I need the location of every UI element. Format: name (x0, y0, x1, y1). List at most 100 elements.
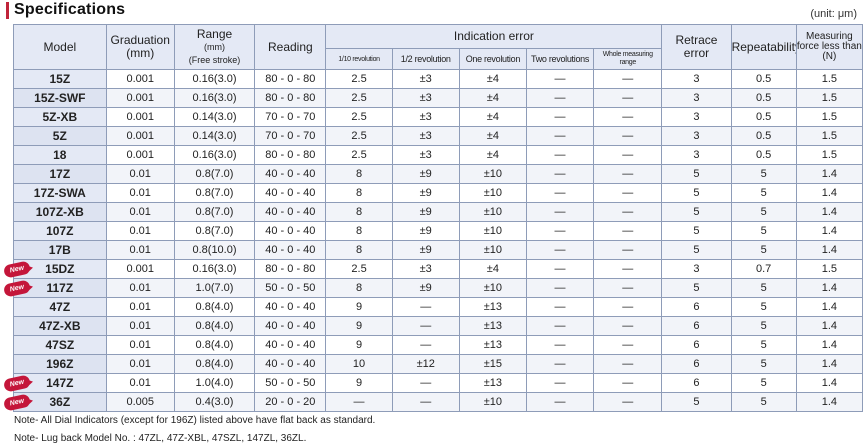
reading-cell: 50 - 0 - 50 (254, 373, 327, 393)
whole-range-cell: — (593, 202, 663, 222)
graduation-cell: 0.01 (105, 297, 175, 317)
model-cell: 18 (13, 145, 107, 165)
two-rev-cell: — (525, 316, 595, 336)
model-cell: 47Z-XB (13, 316, 107, 336)
tenth-rev-cell: 2.5 (325, 69, 393, 89)
graduation-cell: 0.001 (105, 69, 175, 89)
tenth-rev-cell: 10 (325, 354, 393, 374)
whole-range-cell: — (593, 183, 663, 203)
half-rev-cell: — (391, 316, 460, 336)
section-header: Specifications (unit: μm) (0, 0, 865, 22)
two-rev-cell: — (525, 354, 595, 374)
half-rev-cell: ±3 (391, 69, 460, 89)
range-value: 0.16 (192, 73, 214, 85)
retrace-cell: 6 (661, 297, 732, 317)
free-stroke-value: (3.0) (213, 111, 237, 123)
reading-cell: 40 - 0 - 40 (254, 297, 327, 317)
whole-range-cell: — (593, 69, 663, 89)
free-stroke-value: (3.0) (213, 149, 237, 161)
table-row: 17B 0.01 0.8(10.0) 40 - 0 - 40 8 ±9 ±10— —5 5 1.4 (13, 240, 864, 260)
header-measuring-force: Measuring force less than (N) (795, 24, 864, 70)
half-rev-cell: — (391, 392, 460, 412)
graduation-cell: 0.01 (105, 221, 175, 241)
range-cell: 0.16(3.0) (173, 145, 256, 165)
tenth-rev-cell: 8 (325, 164, 393, 184)
header-half-revolution: 1/2 revolution (391, 48, 460, 70)
two-rev-cell: — (525, 202, 595, 222)
one-rev-cell: ±10 (458, 240, 527, 260)
range-cell: 0.8(4.0) (173, 354, 256, 374)
header-one-revolution: One revolution (458, 48, 527, 70)
graduation-cell: 0.01 (105, 373, 175, 393)
retrace-cell: 3 (661, 69, 732, 89)
header-reading: Reading (254, 24, 327, 70)
two-rev-cell: — (525, 297, 595, 317)
one-rev-cell: ±13 (458, 297, 527, 317)
one-rev-cell: ±13 (458, 373, 527, 393)
repeatability-cell: 5 (730, 392, 797, 412)
model-cell: 196Z (13, 354, 107, 374)
range-cell: 0.8(10.0) (173, 240, 256, 260)
model-cell: 5Z (13, 126, 107, 146)
range-cell: 0.8(7.0) (173, 221, 256, 241)
reading-cell: 40 - 0 - 40 (254, 240, 327, 260)
half-rev-cell: ±12 (391, 354, 460, 374)
repeatability-cell: 5 (730, 354, 797, 374)
whole-range-cell: — (593, 164, 663, 184)
one-rev-cell: ±4 (458, 88, 527, 108)
header-whole-measuring-range: Whole measuring range (593, 48, 663, 70)
half-rev-cell: ±9 (391, 240, 460, 260)
range-value: 0.8 (195, 225, 211, 237)
model-cell: 107Z-XB (13, 202, 107, 222)
half-rev-cell: ±3 (391, 107, 460, 127)
free-stroke-value: (10.0) (207, 244, 237, 256)
graduation-cell: 0.01 (105, 240, 175, 260)
free-stroke-value: (3.0) (213, 263, 237, 275)
reading-cell: 70 - 0 - 70 (254, 107, 327, 127)
force-cell: 1.4 (795, 316, 864, 336)
whole-range-cell: — (593, 221, 663, 241)
reading-cell: 40 - 0 - 40 (254, 202, 327, 222)
half-rev-cell: ±3 (391, 259, 460, 279)
half-rev-cell: ±9 (391, 221, 460, 241)
graduation-cell: 0.001 (105, 88, 175, 108)
half-rev-cell: ±3 (391, 145, 460, 165)
table-row: 5Z 0.001 0.14(3.0) 70 - 0 - 70 2.5 ±3 ±4— —3 0.5… (13, 126, 864, 146)
range-value: 0.14 (192, 130, 214, 142)
whole-range-cell: — (593, 392, 663, 412)
repeatability-cell: 0.5 (730, 145, 797, 165)
range-value: 0.16 (192, 149, 214, 161)
reading-cell: 20 - 0 - 20 (254, 392, 327, 412)
half-rev-cell: — (391, 373, 460, 393)
reading-cell: 70 - 0 - 70 (254, 126, 327, 146)
range-cell: 0.16(3.0) (173, 69, 256, 89)
force-cell: 1.4 (795, 335, 864, 355)
retrace-cell: 6 (661, 335, 732, 355)
reading-cell: 40 - 0 - 40 (254, 316, 327, 336)
whole-range-cell: — (593, 88, 663, 108)
two-rev-cell: — (525, 335, 595, 355)
repeatability-cell: 5 (730, 297, 797, 317)
table-row: 107Z 0.01 0.8(7.0) 40 - 0 - 40 8 ±9 ±10— —5 5 1.4 (13, 221, 864, 241)
free-stroke-value: (3.0) (210, 396, 234, 408)
two-rev-cell: — (525, 259, 595, 279)
graduation-cell: 0.01 (105, 202, 175, 222)
half-rev-cell: ±9 (391, 278, 460, 298)
force-cell: 1.5 (795, 88, 864, 108)
table-row: 47SZ 0.01 0.8(4.0) 40 - 0 - 40 9— ±13— —6 5 1.4 (13, 335, 864, 355)
graduation-cell: 0.001 (105, 126, 175, 146)
one-rev-cell: ±4 (458, 126, 527, 146)
retrace-cell: 3 (661, 126, 732, 146)
range-value: 0.8 (195, 358, 211, 370)
two-rev-cell: — (525, 221, 595, 241)
specifications-table: Model Graduation (mm) Range (mm) (Free stro… (13, 24, 864, 412)
retrace-cell: 5 (661, 221, 732, 241)
one-rev-cell: ±15 (458, 354, 527, 374)
force-cell: 1.4 (795, 202, 864, 222)
range-cell: 0.8(7.0) (173, 183, 256, 203)
two-rev-cell: — (525, 69, 595, 89)
repeatability-cell: 5 (730, 335, 797, 355)
graduation-cell: 0.01 (105, 183, 175, 203)
range-value: 0.8 (192, 244, 208, 256)
repeatability-cell: 0.5 (730, 107, 797, 127)
